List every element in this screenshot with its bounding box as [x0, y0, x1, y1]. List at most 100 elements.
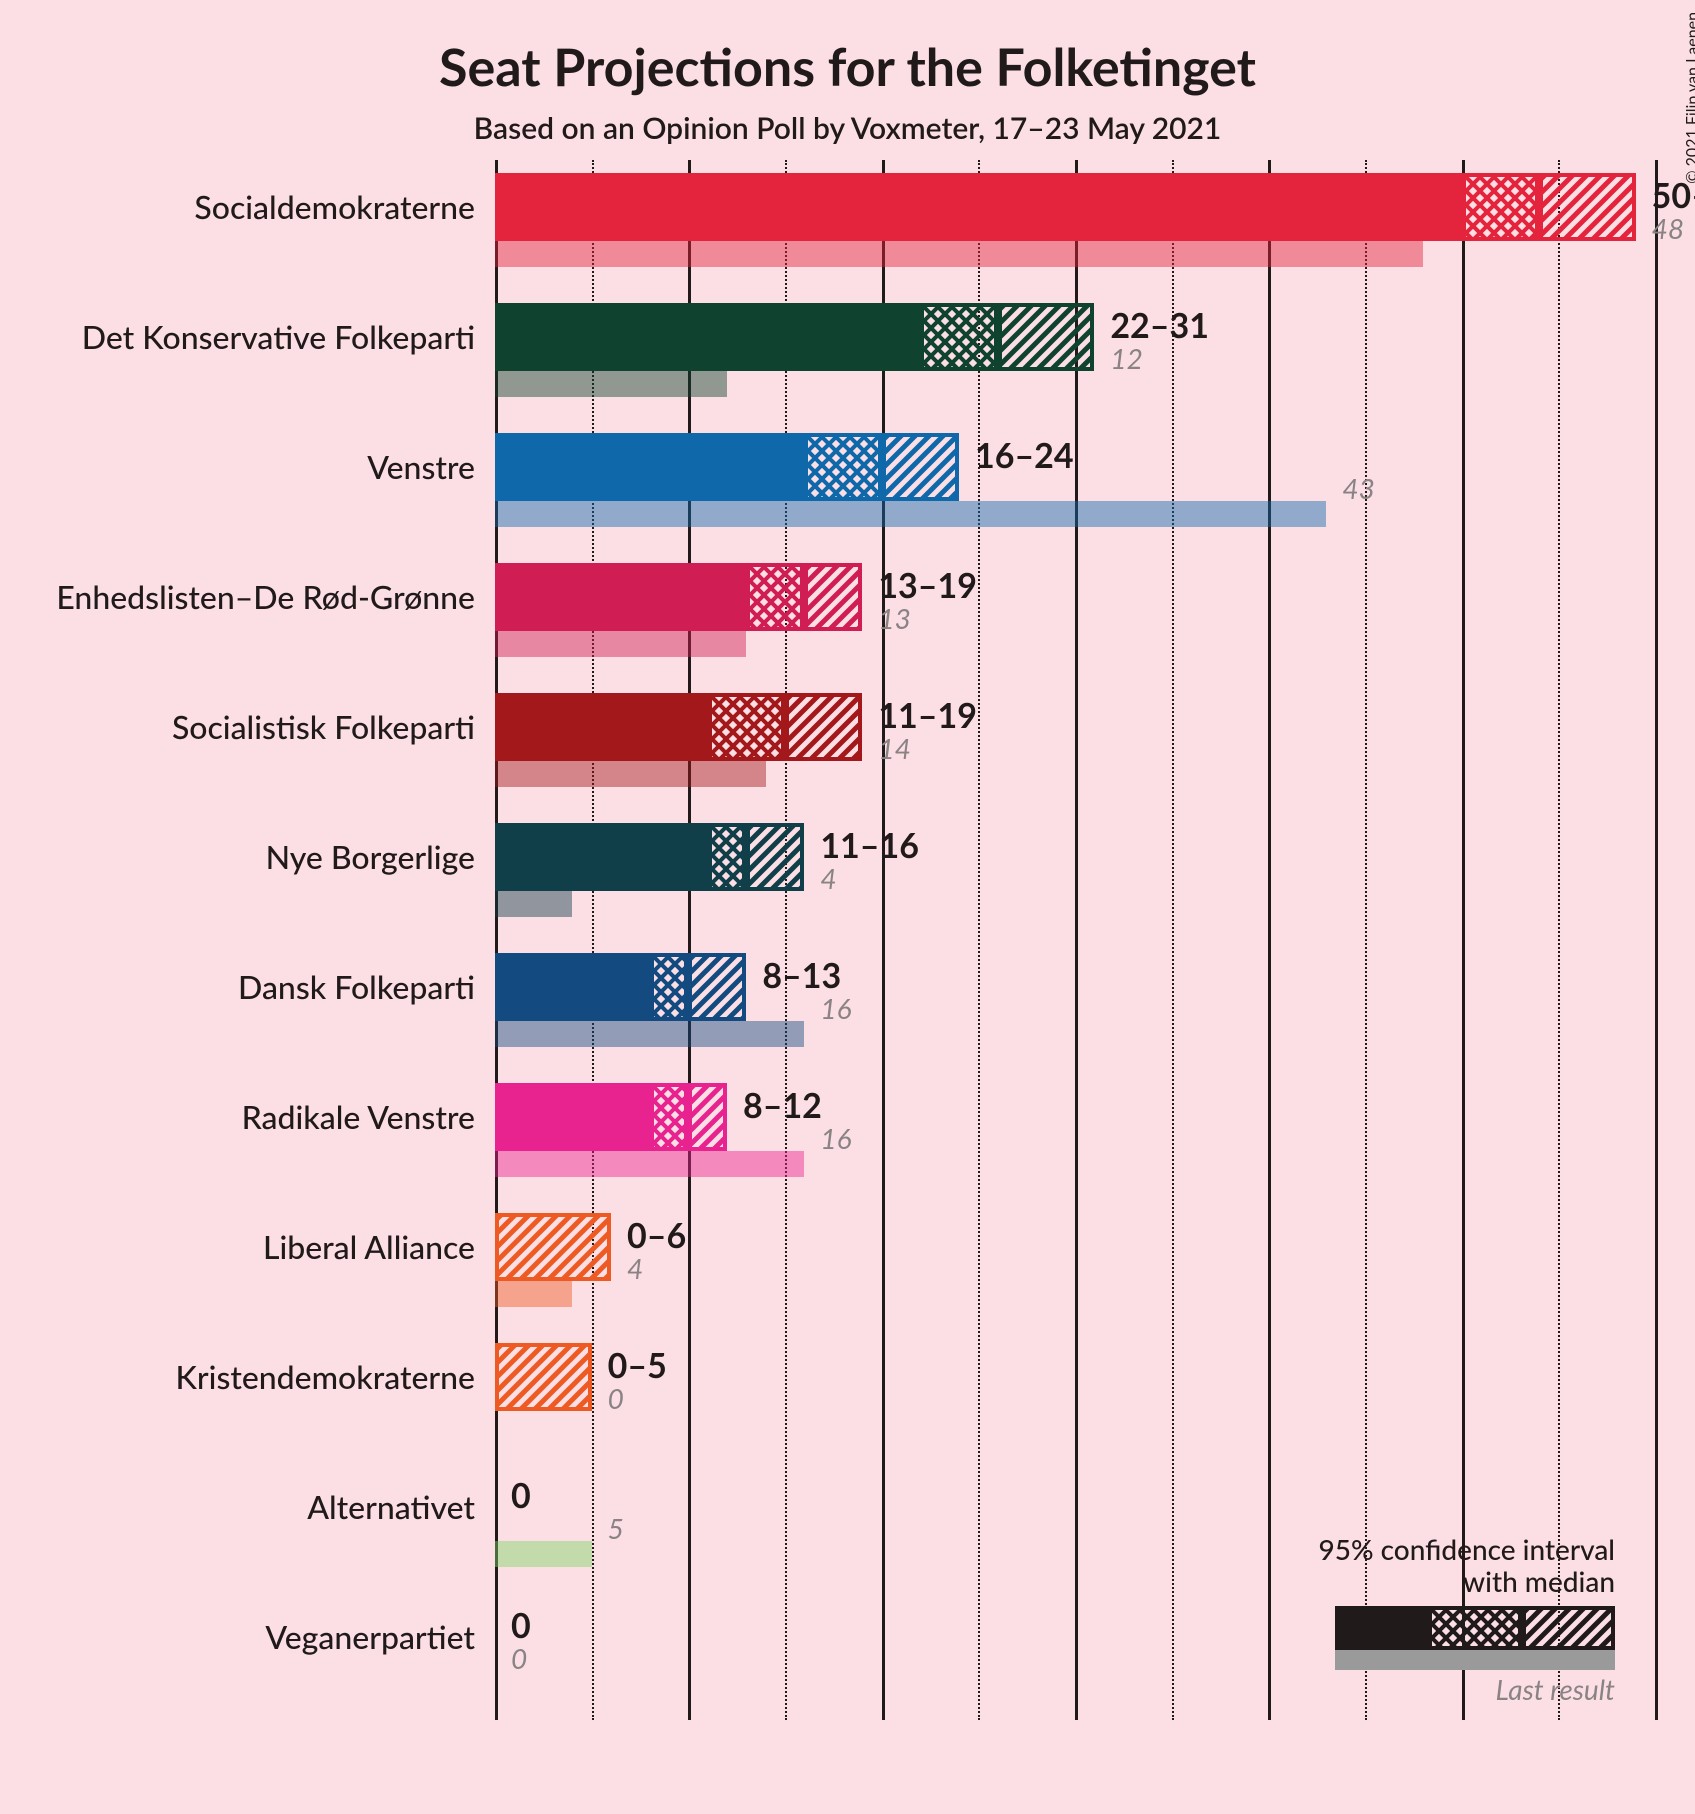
bar-low-to-median-crosshatch — [708, 693, 785, 761]
party-row: Socialistisk Folkeparti11–1914 — [495, 680, 1655, 810]
party-label: Kristendemokraterne — [20, 1357, 475, 1396]
chart-subtitle: Based on an Opinion Poll by Voxmeter, 17… — [0, 110, 1695, 146]
bar-area: 0–64 — [495, 1200, 1655, 1330]
party-label: Socialdemokraterne — [20, 187, 475, 226]
bar-area: 8–1216 — [495, 1070, 1655, 1200]
value-range-label: 0–5 — [608, 1345, 667, 1386]
bar-low-solid — [495, 303, 920, 371]
bar-area: 0–50 — [495, 1330, 1655, 1460]
party-label: Alternativet — [20, 1487, 475, 1526]
bar-last-result — [495, 371, 727, 397]
bar-median-to-high-diagonal — [882, 433, 959, 501]
party-row: Nye Borgerlige11–164 — [495, 810, 1655, 940]
bar-area: 11–164 — [495, 810, 1655, 940]
value-range-label: 0 — [511, 1605, 531, 1646]
chart-container: Seat Projections for the Folketinget Bas… — [0, 0, 1695, 1814]
bar-low-to-median-crosshatch — [746, 563, 804, 631]
value-range-label: 50–59 — [1652, 175, 1695, 216]
bar-low-solid — [495, 823, 708, 891]
bar-median-to-high-diagonal — [785, 693, 862, 761]
bar-area: 22–3112 — [495, 290, 1655, 420]
bar-low-solid — [495, 953, 650, 1021]
bar-last-result — [495, 501, 1326, 527]
bar-last-result — [495, 761, 766, 787]
value-last-label: 16 — [820, 991, 851, 1025]
party-label: Enhedslisten–De Rød-Grønne — [20, 577, 475, 616]
value-last-label: 16 — [820, 1121, 851, 1155]
bar-median-to-high-diagonal — [1539, 173, 1636, 241]
party-label: Socialistisk Folkeparti — [20, 707, 475, 746]
value-range-label: 0 — [511, 1475, 531, 1516]
bar-low-to-median-crosshatch — [708, 823, 747, 891]
value-last-label: 0 — [608, 1381, 624, 1415]
value-last-label: 4 — [627, 1251, 643, 1285]
value-range-label: 11–16 — [820, 825, 919, 866]
bar-low-to-median-crosshatch — [804, 433, 881, 501]
party-row: Liberal Alliance0–64 — [495, 1200, 1655, 1330]
bar-area: 11–1914 — [495, 680, 1655, 810]
party-label: Nye Borgerlige — [20, 837, 475, 876]
party-label: Radikale Venstre — [20, 1097, 475, 1136]
bar-last-result — [495, 631, 746, 657]
bar-last-result — [495, 241, 1423, 267]
party-label: Liberal Alliance — [20, 1227, 475, 1266]
value-last-label: 13 — [878, 601, 910, 635]
party-row: Veganerpartiet00 — [495, 1590, 1655, 1720]
bar-low-to-median-crosshatch — [650, 1083, 689, 1151]
bar-last-result — [495, 1021, 804, 1047]
party-row: Enhedslisten–De Rød-Grønne13–1913 — [495, 550, 1655, 680]
bar-area: 05 — [495, 1460, 1655, 1590]
party-label: Det Konservative Folkeparti — [20, 317, 475, 356]
bar-median-to-high-diagonal — [688, 953, 746, 1021]
bar-last-result — [495, 1281, 572, 1307]
bar-low-solid — [495, 1083, 650, 1151]
bar-median-to-high-diagonal — [495, 1213, 611, 1281]
party-row: Dansk Folkeparti8–1316 — [495, 940, 1655, 1070]
chart-plot-area: Socialdemokraterne50–5948Det Konservativ… — [495, 160, 1655, 1720]
bar-area: 00 — [495, 1590, 1655, 1720]
value-last-label: 14 — [878, 731, 910, 765]
bar-median-to-high-diagonal — [998, 303, 1095, 371]
value-range-label: 0–6 — [627, 1215, 686, 1256]
bar-low-to-median-crosshatch — [650, 953, 689, 1021]
bar-low-to-median-crosshatch — [920, 303, 997, 371]
bar-low-solid — [495, 563, 746, 631]
gridline-solid — [1655, 160, 1658, 1720]
party-row: Kristendemokraterne0–50 — [495, 1330, 1655, 1460]
bar-last-result — [495, 1541, 592, 1567]
chart-rows: Socialdemokraterne50–5948Det Konservativ… — [495, 160, 1655, 1720]
value-range-label: 8–13 — [762, 955, 841, 996]
bar-median-to-high-diagonal — [495, 1343, 592, 1411]
bar-median-to-high-diagonal — [746, 823, 804, 891]
bar-area: 16–24 43 — [495, 420, 1655, 550]
bar-low-solid — [495, 173, 1462, 241]
bar-low-solid — [495, 433, 804, 501]
value-range-label: 8–12 — [743, 1085, 822, 1126]
credit-text: © 2021 Filip van Laenen — [1683, 12, 1695, 184]
bar-area: 13–1913 — [495, 550, 1655, 680]
bar-low-to-median-crosshatch — [1462, 173, 1539, 241]
value-last-label: 43 — [1342, 471, 1374, 505]
value-range-label: 13–19 — [878, 565, 977, 606]
value-range-label: 16–24 — [975, 435, 1074, 476]
bar-last-result — [495, 1151, 804, 1177]
party-label: Venstre — [20, 447, 475, 486]
chart-title: Seat Projections for the Folketinget — [0, 0, 1695, 98]
bar-low-solid — [495, 693, 708, 761]
party-row: Socialdemokraterne50–5948 — [495, 160, 1655, 290]
bar-area: 50–5948 — [495, 160, 1655, 290]
party-row: Alternativet05 — [495, 1460, 1655, 1590]
value-last-label: 4 — [820, 861, 836, 895]
party-row: Venstre16–2443 — [495, 420, 1655, 550]
value-last-label: 5 — [608, 1511, 624, 1545]
value-last-label: 12 — [1110, 341, 1142, 375]
bar-median-to-high-diagonal — [804, 563, 862, 631]
bar-last-result — [495, 891, 572, 917]
value-last-label: 0 — [511, 1641, 527, 1675]
party-row: Det Konservative Folkeparti22–3112 — [495, 290, 1655, 420]
party-row: Radikale Venstre8–1216 — [495, 1070, 1655, 1200]
value-last-label: 48 — [1652, 211, 1684, 245]
party-label: Dansk Folkeparti — [20, 967, 475, 1006]
value-range-label: 11–19 — [878, 695, 977, 736]
bar-median-to-high-diagonal — [688, 1083, 727, 1151]
